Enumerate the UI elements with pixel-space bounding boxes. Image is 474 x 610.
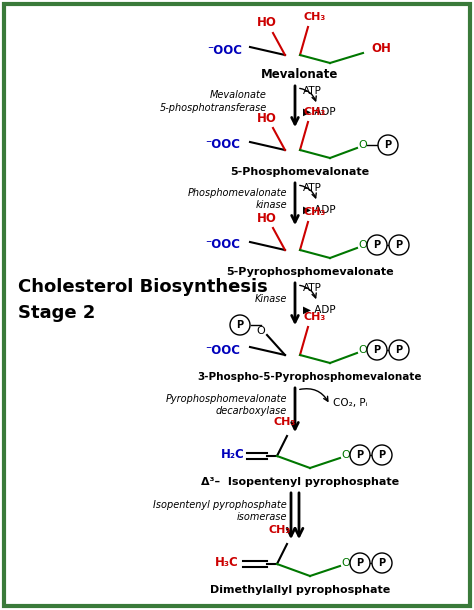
Text: HO: HO (257, 16, 277, 29)
Text: O: O (256, 326, 265, 336)
Text: O: O (359, 345, 367, 355)
Text: ▶ ADP: ▶ ADP (303, 305, 336, 315)
Text: OH: OH (371, 43, 391, 56)
Text: Δ³–  Isopentenyl pyrophosphate: Δ³– Isopentenyl pyrophosphate (201, 477, 399, 487)
Circle shape (367, 235, 387, 255)
Text: HO: HO (257, 112, 277, 124)
Circle shape (378, 135, 398, 155)
Text: 5-Pyrophosphomevalonate: 5-Pyrophosphomevalonate (226, 267, 394, 277)
Text: CH₃: CH₃ (304, 207, 326, 217)
Circle shape (367, 340, 387, 360)
Text: O: O (359, 140, 367, 150)
Text: CH₃: CH₃ (304, 12, 326, 22)
Text: P: P (374, 345, 381, 355)
Text: O: O (359, 240, 367, 250)
Text: P: P (356, 558, 364, 568)
Text: Mevalonate: Mevalonate (261, 68, 339, 82)
Text: P: P (395, 240, 402, 250)
Text: Mevalonate
5-phosphotransferase: Mevalonate 5-phosphotransferase (160, 90, 267, 113)
Text: ⁻OOC: ⁻OOC (208, 43, 243, 57)
Text: CH₃: CH₃ (269, 525, 291, 535)
Text: Phosphomevalonate
kinase: Phosphomevalonate kinase (188, 188, 287, 210)
Circle shape (350, 553, 370, 573)
Circle shape (389, 340, 409, 360)
Text: P: P (378, 558, 385, 568)
Text: O: O (342, 450, 350, 460)
Text: Cholesterol Biosynthesis
Stage 2: Cholesterol Biosynthesis Stage 2 (18, 279, 268, 321)
Text: ⁻OOC: ⁻OOC (206, 239, 240, 251)
Circle shape (230, 315, 250, 335)
Text: ▶ ADP: ▶ ADP (303, 107, 336, 117)
Text: 5-Phosphomevalonate: 5-Phosphomevalonate (230, 167, 370, 177)
Text: P: P (237, 320, 244, 330)
Text: ⁻OOC: ⁻OOC (206, 138, 240, 151)
Text: P: P (384, 140, 392, 150)
Text: ▶ ADP: ▶ ADP (303, 205, 336, 215)
Text: HO: HO (257, 212, 277, 224)
Text: P: P (374, 240, 381, 250)
Circle shape (350, 445, 370, 465)
Text: Dimethylallyl pyrophosphate: Dimethylallyl pyrophosphate (210, 585, 390, 595)
Text: CH₃: CH₃ (274, 417, 296, 427)
Text: CH₃: CH₃ (304, 312, 326, 322)
Text: Pyrophosphomevalonate
decarboxylase: Pyrophosphomevalonate decarboxylase (165, 394, 287, 416)
Text: Kinase: Kinase (255, 294, 287, 304)
Text: P: P (395, 345, 402, 355)
Text: ⁻OOC: ⁻OOC (206, 343, 240, 356)
Text: 3-Phospho-5-Pyrophosphomevalonate: 3-Phospho-5-Pyrophosphomevalonate (198, 372, 422, 382)
Text: ATP: ATP (303, 283, 322, 293)
Text: P: P (378, 450, 385, 460)
Text: CH₃: CH₃ (304, 107, 326, 117)
Text: H₂C: H₂C (221, 448, 245, 462)
Text: H₃C: H₃C (215, 556, 239, 570)
Text: ATP: ATP (303, 183, 322, 193)
Circle shape (372, 445, 392, 465)
Circle shape (372, 553, 392, 573)
Text: CO₂, Pᵢ: CO₂, Pᵢ (333, 398, 367, 408)
Text: ATP: ATP (303, 86, 322, 96)
Circle shape (389, 235, 409, 255)
Text: Isopentenyl pyrophosphate
isomerase: Isopentenyl pyrophosphate isomerase (153, 500, 287, 522)
Text: O: O (342, 558, 350, 568)
Text: P: P (356, 450, 364, 460)
